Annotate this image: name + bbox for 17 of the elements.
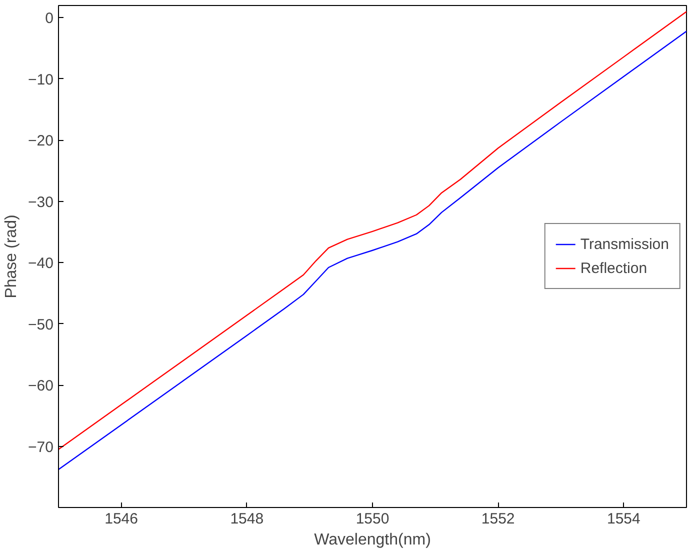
x-tick-label: 1546 [104, 510, 138, 528]
y-axis-title: Phase (rad) [3, 214, 20, 298]
y-tick-label: −70 [28, 438, 54, 456]
y-tick-label: −50 [28, 316, 54, 334]
x-tick-label: 1552 [481, 510, 515, 528]
y-tick-label: 0 [45, 10, 54, 28]
y-tick-label: −10 [28, 71, 54, 88]
x-tick-label: 1550 [356, 510, 390, 528]
legend-label: Transmission [580, 236, 669, 252]
y-tick-label: −60 [28, 378, 54, 395]
x-tick-label: 1554 [607, 510, 640, 528]
x-tick-label: 1548 [230, 510, 264, 528]
y-tick-label: −20 [28, 132, 54, 150]
x-axis-title: Wavelength(nm) [314, 532, 431, 548]
y-tick-label: −40 [28, 255, 54, 272]
y-tick-label: −30 [28, 194, 54, 211]
legend-label: Reflection [580, 260, 648, 276]
